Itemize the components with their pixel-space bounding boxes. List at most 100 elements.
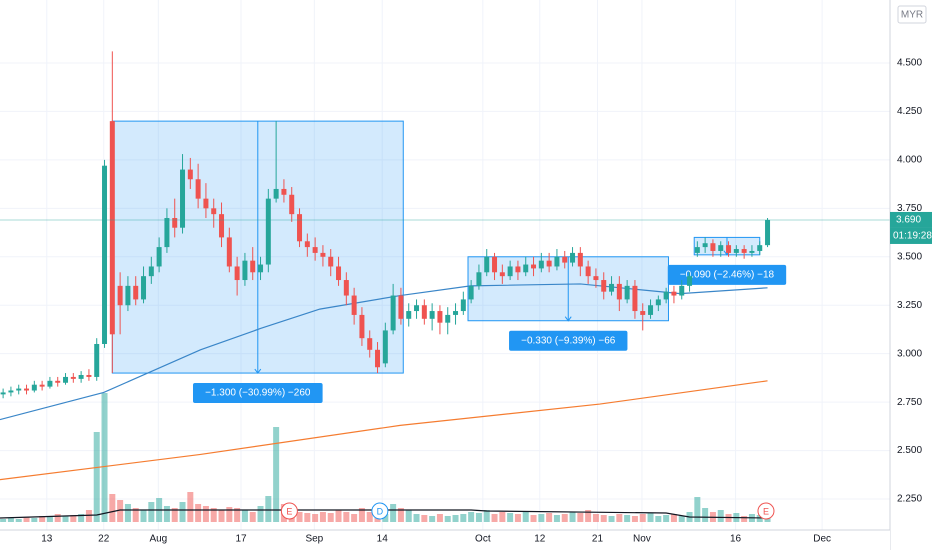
x-tick-label: 22 xyxy=(98,534,110,545)
x-tick-label: 16 xyxy=(730,534,742,545)
volume-bar xyxy=(670,514,677,522)
volume-bar xyxy=(507,513,514,522)
volume-bar xyxy=(163,506,170,522)
volume-bar xyxy=(319,512,326,522)
y-tick-label: 3.750 xyxy=(897,203,922,214)
volume-bar xyxy=(23,517,30,522)
volume-bar xyxy=(132,508,139,522)
candle-body xyxy=(648,305,654,315)
candle-body xyxy=(562,256,568,263)
volume-bar xyxy=(39,516,46,522)
volume-bar xyxy=(46,517,53,522)
axes: 2.250 2.500 2.750 3.000 3.250 3.500 3.750 4.000… xyxy=(41,58,932,545)
event-label: D xyxy=(377,506,384,516)
candle-body xyxy=(710,243,716,251)
candle-body xyxy=(531,264,537,269)
volume-ma xyxy=(0,509,768,519)
volume-bar xyxy=(600,515,607,522)
y-tick-label: 2.750 xyxy=(897,397,922,408)
volume-bar xyxy=(304,513,311,522)
volume-bar xyxy=(553,515,560,522)
volume-bar xyxy=(514,514,521,522)
volume-bar xyxy=(561,514,568,522)
candle-body xyxy=(749,250,755,253)
volume-bar xyxy=(109,494,116,522)
volume-bar xyxy=(741,516,748,522)
volume-bar xyxy=(358,508,365,522)
candle-body xyxy=(351,295,357,315)
candle-body xyxy=(507,266,513,277)
candle-body xyxy=(0,392,6,395)
volume-bar xyxy=(101,393,108,522)
x-tick-label: 21 xyxy=(592,534,604,545)
volume-bar xyxy=(312,514,319,522)
volume-bar xyxy=(273,427,280,522)
candle-body xyxy=(453,311,459,315)
volume-bar xyxy=(569,512,576,522)
volume-bar xyxy=(179,502,186,522)
y-tick-label: 4.250 xyxy=(897,106,922,117)
measure-arrow-head xyxy=(254,368,262,374)
candle-body xyxy=(180,169,186,228)
x-tick-label: 13 xyxy=(41,534,53,545)
candle-body xyxy=(616,283,622,300)
candle-body xyxy=(694,247,700,253)
candle-body xyxy=(624,285,630,300)
candle-body xyxy=(164,218,170,248)
candle-body xyxy=(234,266,240,281)
candle-body xyxy=(484,256,490,273)
candle-body xyxy=(16,388,22,391)
last-price-box xyxy=(890,211,932,228)
volume-bar xyxy=(468,512,475,522)
volume-bar xyxy=(546,513,553,522)
volume-bar xyxy=(413,514,420,522)
candle-body xyxy=(375,349,381,368)
volume-bar xyxy=(405,510,412,522)
candle-body xyxy=(242,260,248,281)
candle-body xyxy=(47,380,53,387)
volume-bar xyxy=(475,513,482,522)
candle-body xyxy=(125,285,131,306)
candle-body xyxy=(320,252,326,257)
candle-body xyxy=(414,305,420,312)
candle-body xyxy=(390,295,396,331)
volume-bar xyxy=(327,513,334,522)
candle-body xyxy=(250,260,256,273)
volume-bar xyxy=(93,432,100,522)
volume-bar xyxy=(85,510,92,522)
candle-body xyxy=(570,252,576,263)
candle-body xyxy=(593,276,599,281)
volume-bar xyxy=(335,510,342,522)
candle-body xyxy=(406,311,412,319)
volume-bar xyxy=(241,510,248,522)
volume-bar xyxy=(663,515,670,522)
volume-bar xyxy=(499,512,506,522)
x-tick-label: 17 xyxy=(235,534,247,545)
volume-bar xyxy=(218,510,225,522)
candle-body xyxy=(585,266,591,277)
candle-body xyxy=(304,241,310,248)
candle-body xyxy=(640,311,646,315)
volume-bar xyxy=(631,516,638,522)
event-marker xyxy=(280,502,298,520)
candle-body xyxy=(258,264,264,273)
candle-body xyxy=(538,260,544,269)
volume-bar xyxy=(702,508,709,522)
candle-body xyxy=(757,245,763,251)
candle-body xyxy=(577,252,583,267)
volume-bar xyxy=(351,514,358,522)
candle-body xyxy=(702,243,708,248)
candle-body xyxy=(546,260,552,267)
candle-body xyxy=(492,256,498,273)
currency-box xyxy=(897,5,927,24)
volume-bar xyxy=(265,496,272,522)
candle-body xyxy=(421,305,427,319)
plot: −1.300 (−30.99%) −260 −0.330 (−9.39%) −66… xyxy=(0,51,890,522)
candle-body xyxy=(765,219,771,246)
candle-body xyxy=(336,266,342,281)
candle-body xyxy=(609,283,615,292)
x-tick-label: 12 xyxy=(534,534,546,545)
x-tick-label: Nov xyxy=(633,534,651,545)
candle-body xyxy=(398,295,404,319)
candle-body xyxy=(460,299,466,312)
